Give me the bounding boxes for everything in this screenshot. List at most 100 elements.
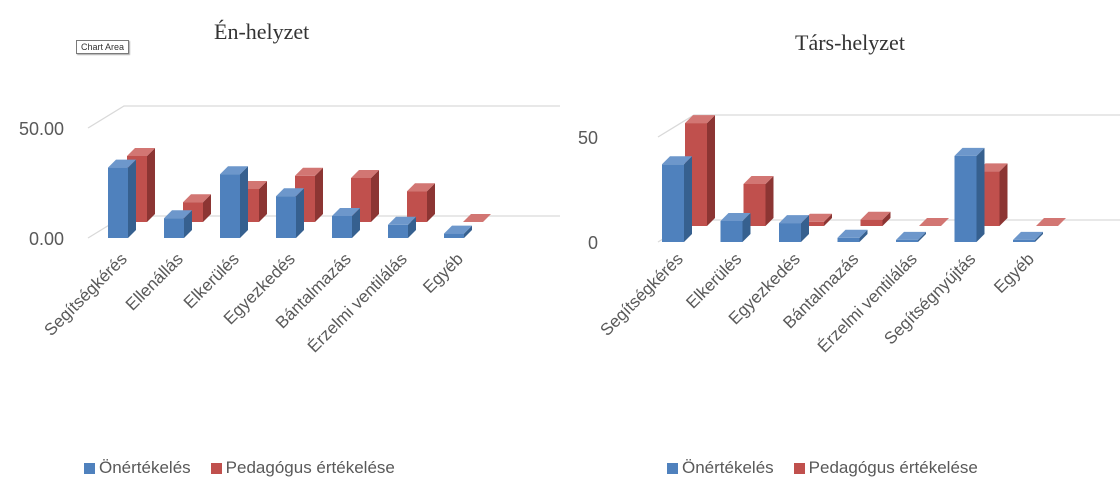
bar-pedagogus[interactable] (463, 214, 491, 222)
bar-pedagogus-side (824, 213, 832, 226)
chart-area-tooltip: Chart Area (76, 40, 130, 54)
bar-onertekeles-front (1013, 239, 1035, 242)
bar-pedagogus-top (743, 176, 774, 184)
bar-onertekeles-side (184, 210, 192, 238)
bar-pedagogus[interactable] (1036, 218, 1066, 226)
bar-onertekeles-side (296, 188, 304, 238)
y-tick-label: 50.00 (19, 119, 64, 139)
bar-onertekeles-side (684, 156, 692, 242)
bar-onertekeles[interactable] (779, 215, 809, 242)
bar-pedagogus-top (802, 213, 832, 222)
bar-pedagogus-top (407, 183, 435, 192)
bar-pedagogus-side (427, 183, 435, 222)
bar-onertekeles-front (388, 224, 408, 238)
bar-onertekeles-front (954, 155, 977, 242)
bar-onertekeles-top (276, 188, 304, 197)
bar-pedagogus-side (882, 211, 891, 226)
bar-onertekeles[interactable] (164, 210, 192, 238)
y-tick-label: 0.00 (29, 229, 64, 249)
bar-onertekeles-front (108, 167, 128, 238)
bar-onertekeles-front (220, 174, 240, 238)
bar-pedagogus[interactable] (919, 218, 949, 226)
bar-pedagogus-top (919, 218, 949, 226)
bar-onertekeles-side (918, 231, 926, 242)
bar-pedagogus-side (765, 176, 774, 226)
bar-onertekeles[interactable] (388, 216, 416, 238)
bar-pedagogus-side (147, 148, 155, 222)
bar-onertekeles[interactable] (896, 231, 926, 242)
bar-onertekeles-top (332, 208, 360, 216)
bar-onertekeles-front (662, 164, 684, 242)
bar-onertekeles[interactable] (720, 213, 751, 242)
bar-onertekeles-front (332, 216, 352, 238)
chart-en-helyzet[interactable]: 0.00 50.00 Segítségkérés Ellenállás Elkerülé… (0, 0, 560, 484)
legend-item-onertekeles[interactable]: Önértékelés (84, 458, 191, 478)
bar-onertekeles-front (837, 237, 860, 242)
bar-onertekeles-side (408, 216, 416, 238)
bar-onertekeles-front (779, 223, 801, 242)
bar-pedagogus[interactable] (860, 211, 891, 226)
bar-onertekeles[interactable] (276, 188, 304, 238)
bar-pedagogus-front (860, 219, 883, 226)
bar-pedagogus-front (407, 191, 427, 222)
legend-label: Pedagógus értékelése (225, 458, 395, 477)
category-label: Ellenállás (122, 249, 187, 314)
y-tick-label: 50 (578, 128, 598, 148)
bar-onertekeles-top (388, 216, 416, 225)
chart-plot-en-helyzet: 0.0050.00SegítségkérésEllenállásElkerülé… (19, 105, 560, 356)
bar-onertekeles[interactable] (332, 208, 360, 238)
bar-pedagogus-top (463, 214, 491, 222)
bar-pedagogus-top (977, 163, 1008, 172)
bar-pedagogus-side (707, 115, 715, 226)
legend-swatch-blue (84, 462, 95, 474)
legend-label: Önértékelés (682, 458, 774, 477)
bar-pedagogus-side (371, 170, 379, 222)
bar-onertekeles[interactable] (1013, 231, 1043, 242)
legend-item-pedagogus[interactable]: Pedagógus értékelése (210, 458, 395, 478)
bar-onertekeles-side (859, 229, 868, 242)
legend-item-onertekeles[interactable]: Önértékelés (667, 458, 774, 478)
bar-onertekeles[interactable] (220, 166, 248, 238)
category-label: Egyéb (990, 249, 1038, 297)
bar-pedagogus-top (183, 194, 211, 203)
bar-pedagogus-top (295, 167, 323, 176)
bar-pedagogus-top (1036, 218, 1066, 226)
bar-onertekeles-top (954, 147, 985, 156)
bar-onertekeles-top (662, 156, 692, 165)
bar-onertekeles-side (801, 215, 809, 242)
bar-onertekeles[interactable] (837, 229, 868, 242)
legend-label: Önértékelés (99, 458, 191, 477)
bar-pedagogus[interactable] (685, 115, 715, 226)
bar-onertekeles-side (240, 166, 248, 238)
gridline (657, 114, 1120, 138)
bar-pedagogus-top (685, 115, 715, 124)
bar-onertekeles-front (164, 218, 184, 238)
bar-onertekeles[interactable] (108, 159, 136, 238)
legend-label: Pedagógus értékelése (808, 458, 978, 477)
bar-onertekeles-front (276, 196, 296, 238)
legend-swatch-blue (667, 462, 678, 474)
bar-onertekeles-side (464, 225, 472, 238)
bar-onertekeles-side (976, 147, 985, 242)
bar-onertekeles-top (108, 159, 136, 168)
chart-title: Társ-helyzet (795, 30, 905, 55)
bar-onertekeles-top (220, 166, 248, 175)
bar-onertekeles-top (720, 213, 751, 221)
bar-onertekeles[interactable] (662, 156, 692, 242)
bar-pedagogus[interactable] (407, 183, 435, 222)
legend-item-pedagogus[interactable]: Pedagógus értékelése (793, 458, 978, 478)
chart-tars-helyzet[interactable]: 0 50 Segítségkérés Elkerülés Egyezkedés Bánta… (560, 0, 1120, 484)
bar-onertekeles-side (128, 159, 136, 238)
bar-onertekeles[interactable] (444, 225, 472, 238)
legend: Önértékelés Pedagógus értékelése (84, 458, 415, 478)
bar-pedagogus-front (802, 221, 824, 226)
legend-swatch-red (210, 462, 222, 474)
bar-onertekeles-top (1013, 231, 1043, 240)
bar-pedagogus[interactable] (802, 213, 832, 226)
category-label: Érzelmi ventilálás (304, 249, 411, 356)
bar-onertekeles-front (720, 221, 743, 242)
bar-onertekeles[interactable] (954, 147, 985, 242)
bar-onertekeles-side (742, 213, 751, 242)
bar-onertekeles-top (896, 231, 926, 240)
chart-title: Én-helyzet (214, 19, 310, 44)
